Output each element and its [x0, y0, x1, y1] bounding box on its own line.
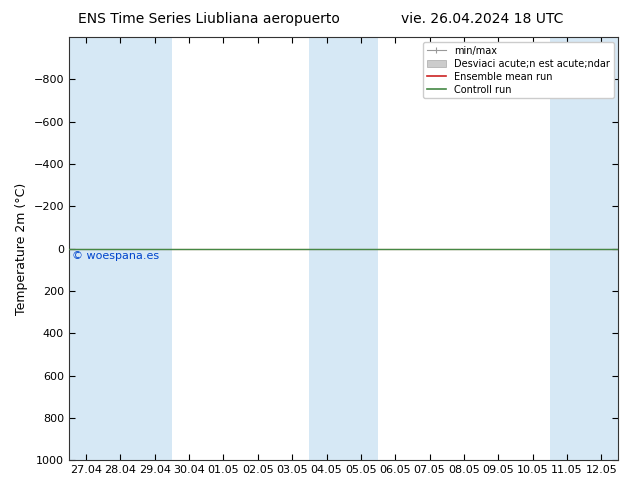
Bar: [69, 37, 172, 460]
Bar: [550, 37, 619, 460]
Text: vie. 26.04.2024 18 UTC: vie. 26.04.2024 18 UTC: [401, 12, 563, 26]
Text: © woespana.es: © woespana.es: [72, 251, 158, 261]
Text: ENS Time Series Liubliana aeropuerto: ENS Time Series Liubliana aeropuerto: [78, 12, 340, 26]
Legend: min/max, Desviaci acute;n est acute;ndar, Ensemble mean run, Controll run: min/max, Desviaci acute;n est acute;ndar…: [423, 42, 614, 98]
Bar: [309, 37, 378, 460]
Y-axis label: Temperature 2m (°C): Temperature 2m (°C): [15, 182, 28, 315]
